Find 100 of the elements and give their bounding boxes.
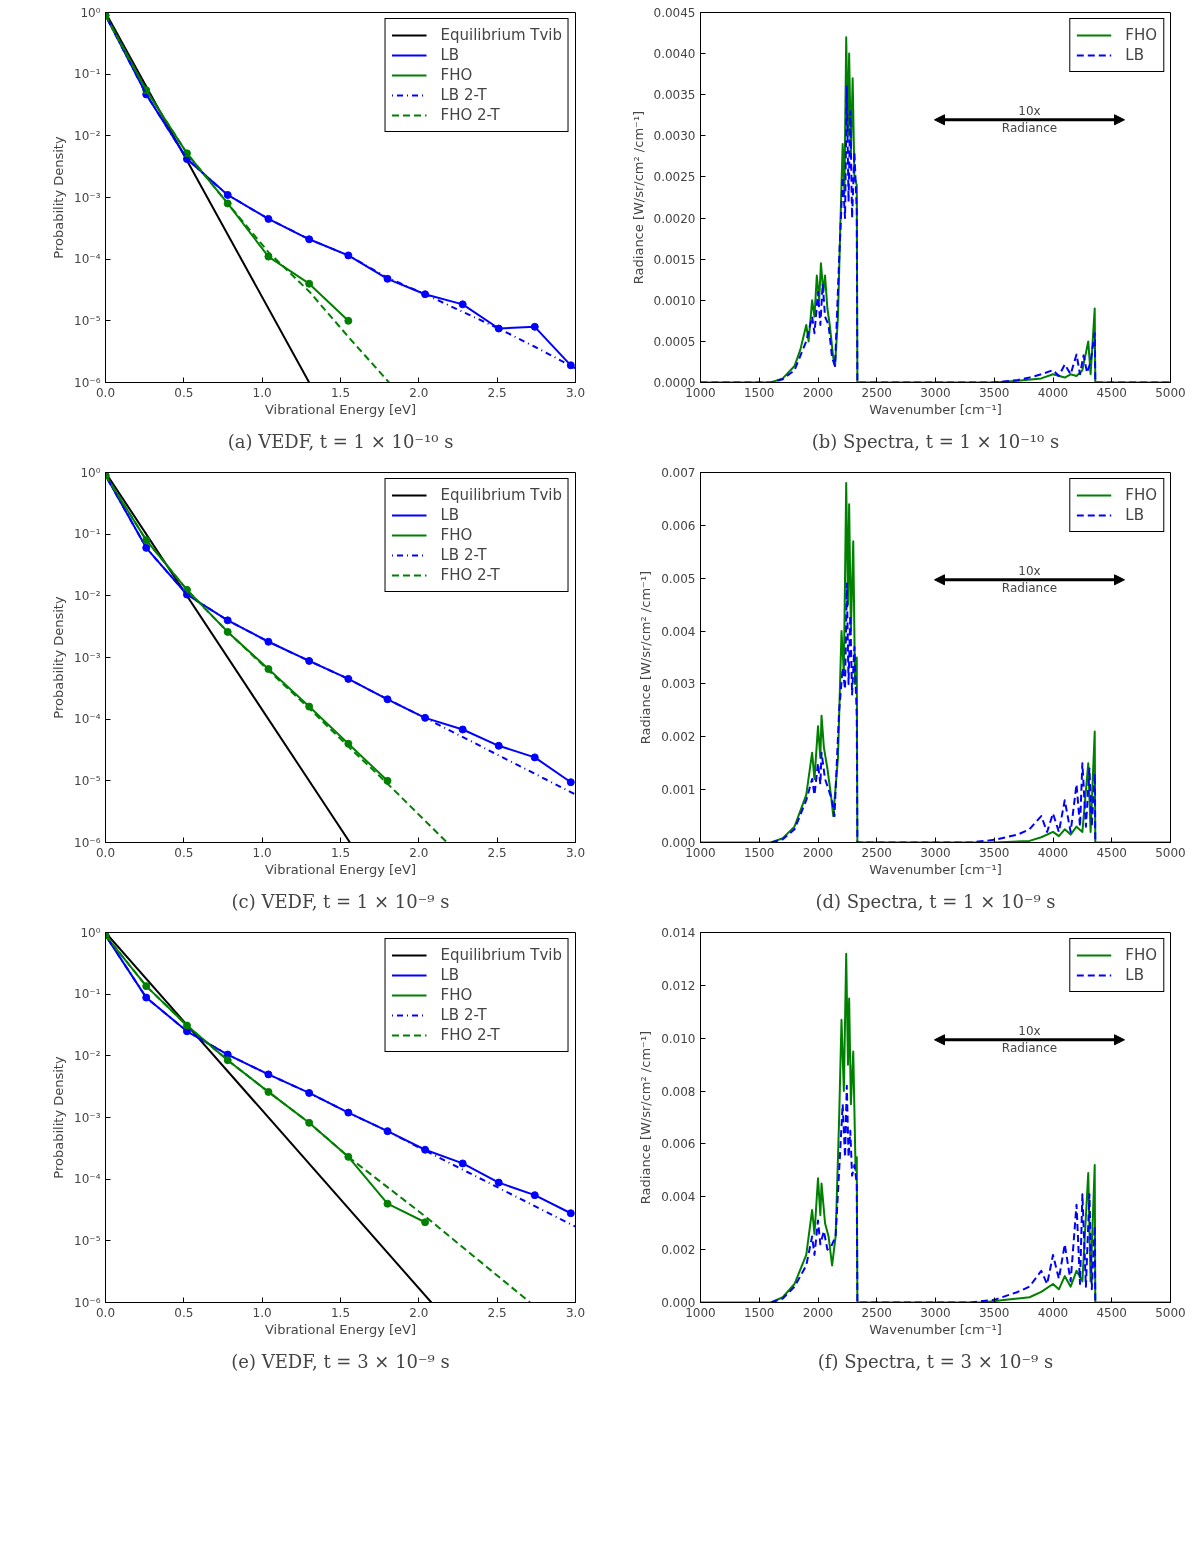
y-tick-label: 0.0040 <box>653 47 696 62</box>
y-tick-label: 10⁻³ <box>74 650 101 665</box>
text: (a) VEDF, t = 1 × 10⁻¹⁰ s <box>227 430 454 452</box>
text: (b) Spectra, t = 1 × 10⁻¹⁰ s <box>811 430 1060 452</box>
x-tick-label: 4000 <box>1037 845 1069 860</box>
y-axis-title: Probability Density <box>51 136 67 259</box>
x-axis-title: Wavenumber [cm⁻¹] <box>869 861 1002 877</box>
y-tick-label: 0.006 <box>661 1137 696 1152</box>
y-tick-label: 10⁻⁴ <box>74 712 101 727</box>
x-tick-label: 1.0 <box>252 845 272 860</box>
y-tick-label: 0.002 <box>661 1243 696 1258</box>
y-tick-label: 0.010 <box>661 1031 696 1046</box>
x-tick-label: 2.0 <box>409 385 429 400</box>
x-tick-label: 3500 <box>978 1305 1010 1320</box>
legend-label: LB <box>1125 966 1145 984</box>
x-tick-label: 1500 <box>743 845 775 860</box>
y-tick-label: 10⁰ <box>80 925 101 940</box>
x-tick-label: 1.0 <box>252 385 272 400</box>
y-tick-label: 10⁻⁵ <box>74 1233 101 1248</box>
legend-label: LB <box>1125 46 1145 64</box>
legend-label: LB <box>1125 506 1145 524</box>
y-tick-label: 10⁻⁵ <box>74 773 101 788</box>
x-tick-label: 0.0 <box>95 1305 116 1320</box>
y-tick-label: 0.0045 <box>653 6 696 20</box>
x-tick-label: 5000 <box>1155 385 1186 400</box>
x-tick-label: 2500 <box>861 845 893 860</box>
y-tick-label: 10⁻³ <box>74 190 101 205</box>
x-axis-title: Wavenumber [cm⁻¹] <box>869 1321 1002 1337</box>
y-tick-label: 0.006 <box>661 518 696 533</box>
text: (f) Spectra, t = 3 × 10⁻⁹ s <box>817 1350 1054 1372</box>
annotation: 10x Radiance <box>1001 104 1058 136</box>
legend-label: Equilibrium Tvib <box>440 486 562 504</box>
legend-label: FHO 2-T <box>440 566 500 584</box>
y-tick-label: 0.001 <box>661 783 696 798</box>
y-tick-label: 0.005 <box>661 571 696 586</box>
x-tick-label: 0.5 <box>174 385 194 400</box>
legend-label: LB 2-T <box>440 86 487 104</box>
x-tick-label: 2000 <box>802 1305 834 1320</box>
x-tick-label: 4000 <box>1037 1305 1069 1320</box>
y-tick-label: 10⁻² <box>74 1048 101 1063</box>
x-tick-label: 2500 <box>861 385 893 400</box>
x-tick-label: 3000 <box>920 1305 951 1320</box>
x-tick-label: 2.5 <box>487 1305 507 1320</box>
y-axis-title: Probability Density <box>51 1056 67 1179</box>
legend-label: FHO 2-T <box>440 1026 500 1044</box>
y-tick-label: 0.0015 <box>653 252 696 267</box>
x-tick-label: 4500 <box>1096 385 1128 400</box>
y-tick-label: 10⁻² <box>74 588 101 603</box>
legend-label: Equilibrium Tvib <box>440 26 562 44</box>
y-tick-label: 10⁰ <box>80 5 101 20</box>
y-axis-title: Radiance [W/sr/cm² /cm⁻¹] <box>638 1030 654 1205</box>
y-tick-label: 0.0030 <box>653 129 696 144</box>
y-tick-label: 10⁻¹ <box>74 987 101 1002</box>
text: (e) VEDF, t = 3 × 10⁻⁹ s <box>231 1350 450 1372</box>
x-tick-label: 0.0 <box>95 845 116 860</box>
x-tick-label: 3.0 <box>565 845 586 860</box>
y-tick-label: 0.0025 <box>653 170 696 185</box>
legend-label: FHO <box>1125 26 1157 44</box>
legend-label: FHO 2-T <box>440 106 500 124</box>
legend-label: FHO <box>440 526 473 544</box>
y-tick-label: 10⁰ <box>80 465 101 480</box>
x-axis-title: Vibrational Energy [eV] <box>264 861 417 877</box>
x-tick-label: 2000 <box>802 385 834 400</box>
x-tick-label: 1.5 <box>330 845 351 860</box>
legend-label: FHO <box>1125 946 1157 964</box>
y-tick-label: 10⁻¹ <box>74 527 101 542</box>
legend-label: LB 2-T <box>440 1006 487 1024</box>
x-tick-label: 1.0 <box>252 1305 272 1320</box>
annotation: 10x Radiance <box>1001 564 1058 596</box>
x-tick-label: 3500 <box>978 385 1010 400</box>
legend-label: Equilibrium Tvib <box>440 946 562 964</box>
x-tick-label: 0.0 <box>95 385 116 400</box>
x-tick-label: 2000 <box>802 845 834 860</box>
x-tick-label: 1.5 <box>330 385 351 400</box>
y-tick-label: 0.0010 <box>653 293 696 308</box>
y-tick-label: 0.012 <box>661 978 696 993</box>
y-tick-label: 0.014 <box>661 926 696 940</box>
x-tick-label: 3000 <box>920 845 951 860</box>
y-tick-label: 0.007 <box>661 466 696 480</box>
y-tick-label: 10⁻² <box>74 128 101 143</box>
legend-label: FHO <box>1125 486 1157 504</box>
x-tick-label: 2.0 <box>409 1305 429 1320</box>
x-tick-label: 2500 <box>861 1305 893 1320</box>
y-tick-label: 10⁻³ <box>74 1110 101 1125</box>
y-tick-label: 0.003 <box>661 677 696 692</box>
x-tick-label: 1.5 <box>330 1305 351 1320</box>
legend-label: FHO <box>440 986 473 1004</box>
text: (d) Spectra, t = 1 × 10⁻⁹ s <box>815 890 1056 912</box>
x-tick-label: 3000 <box>920 385 951 400</box>
x-tick-label: 4500 <box>1096 1305 1128 1320</box>
x-tick-label: 4000 <box>1037 385 1069 400</box>
annotation: 10x Radiance <box>1001 1024 1058 1056</box>
x-tick-label: 2.0 <box>409 845 429 860</box>
y-tick-label: 0.008 <box>661 1084 696 1099</box>
y-tick-label: 10⁻⁴ <box>74 252 101 267</box>
y-tick-label: 0.0020 <box>653 211 696 226</box>
x-tick-label: 3.0 <box>565 1305 586 1320</box>
y-tick-label: 0.0005 <box>653 334 696 349</box>
x-tick-label: 1500 <box>743 1305 775 1320</box>
legend-label: LB <box>440 506 461 524</box>
